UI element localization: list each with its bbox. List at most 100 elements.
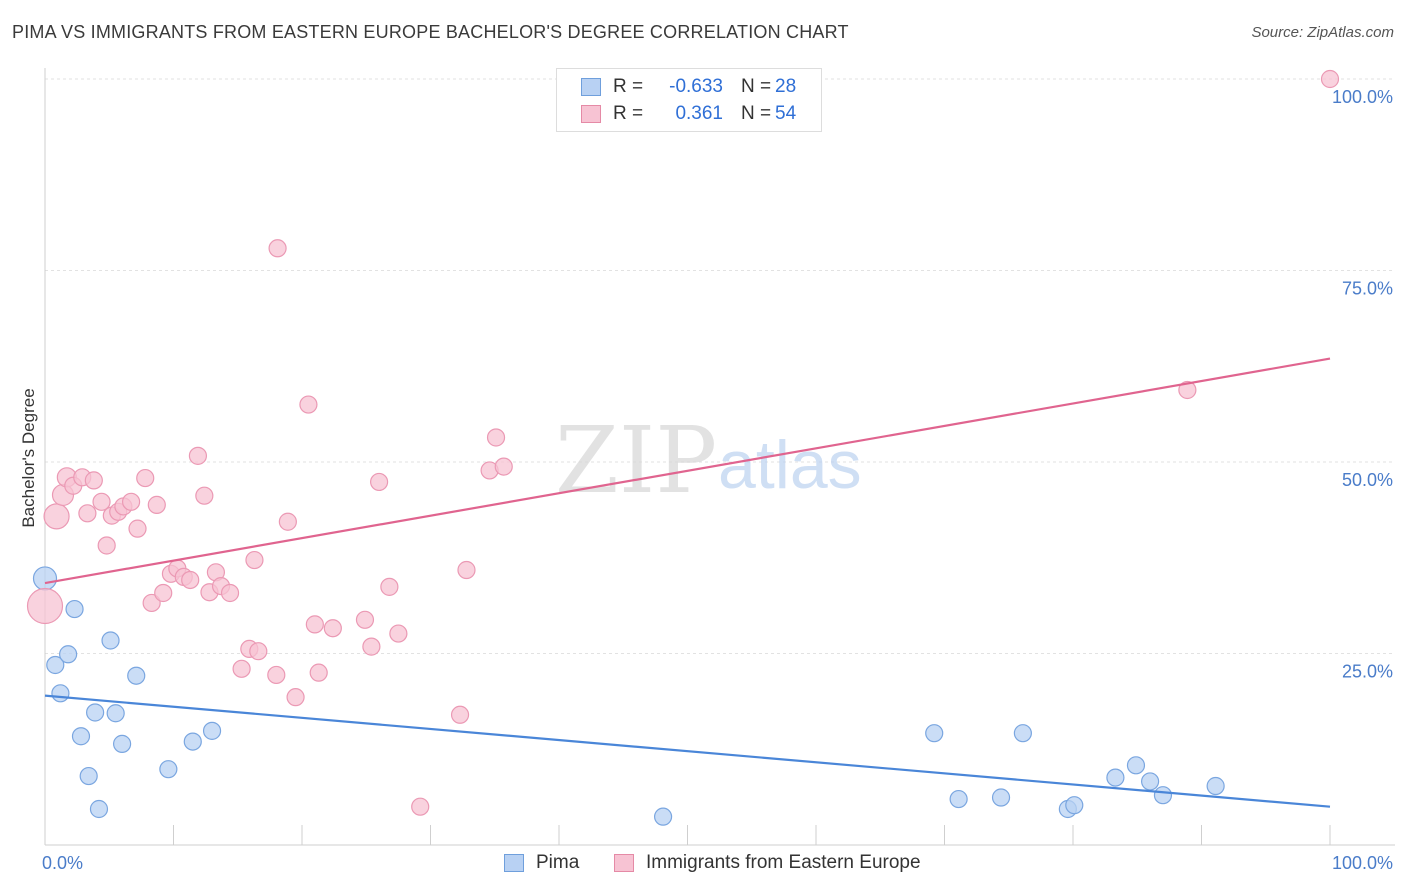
legend-row-pima: R = -0.633 N = 28 — [581, 74, 796, 100]
eastern-europe-point — [268, 239, 287, 258]
data-points — [26, 69, 1340, 826]
eastern-europe-point — [249, 642, 268, 661]
x-tick-label: 100.0% — [1332, 853, 1393, 873]
eastern-europe-point — [389, 624, 408, 643]
watermark-zip: ZIP — [555, 407, 717, 514]
eastern-europe-point — [450, 705, 470, 724]
pima-point — [653, 807, 673, 826]
y-tick-label: 50.0% — [1342, 470, 1393, 490]
eastern-europe-point — [494, 457, 513, 476]
eastern-europe-point — [362, 637, 381, 656]
y-tick-label: 25.0% — [1342, 662, 1393, 682]
legend-swatch-eastern-europe — [581, 105, 601, 123]
eastern-europe-point — [278, 512, 297, 531]
pima-point — [71, 727, 91, 746]
eastern-europe-point — [97, 536, 116, 555]
pima-point — [949, 789, 968, 809]
eastern-europe-point — [195, 486, 214, 505]
pima-point — [65, 599, 84, 619]
eastern-europe-point — [136, 468, 155, 488]
pima-point — [1140, 772, 1160, 791]
eastern-europe-point — [78, 504, 97, 523]
pima-point — [1206, 776, 1225, 796]
pima-point — [127, 666, 146, 685]
eastern-europe-point — [188, 446, 208, 465]
eastern-europe-point — [370, 472, 389, 492]
eastern-europe-point — [84, 471, 103, 490]
pima-point — [112, 734, 132, 753]
eastern-europe-point — [1178, 380, 1197, 400]
pima-point — [86, 703, 105, 722]
legend-n-value: 54 — [775, 103, 797, 124]
axes — [44, 68, 1395, 846]
x-tick-label: 0.0% — [42, 853, 83, 873]
eastern-europe-point — [355, 610, 375, 629]
eastern-europe-point — [142, 593, 161, 613]
pima-point — [202, 721, 222, 740]
eastern-europe-point — [128, 519, 147, 538]
pima-point — [79, 766, 98, 786]
pima-point — [59, 645, 78, 664]
watermark: ZIP atlas — [555, 407, 862, 514]
pima-point — [925, 724, 944, 743]
eastern-europe-point — [305, 615, 324, 634]
stats-legend: R = -0.633 N = 28 R = 0.361 N = 54 — [556, 68, 822, 132]
tick-labels: 25.0% 50.0% 75.0% 100.0% 0.0% 100.0% — [42, 87, 1393, 873]
series-label-eastern-europe: Immigrants from Eastern Europe — [646, 852, 921, 873]
eastern-europe-point — [43, 503, 70, 530]
series-swatch-eastern-europe — [614, 854, 634, 872]
pima-point — [46, 655, 65, 675]
pima-point — [32, 566, 58, 591]
pima-trend-line — [44, 694, 1331, 808]
pima-point — [89, 799, 109, 819]
legend-row-eastern-europe: R = 0.361 N = 54 — [581, 101, 796, 127]
series-label-pima: Pima — [536, 852, 580, 873]
y-tick-label: 75.0% — [1342, 279, 1393, 299]
eastern-europe-point — [286, 688, 305, 707]
pima-point — [1065, 796, 1084, 815]
eastern-europe-point — [309, 663, 328, 682]
pima-point — [159, 760, 178, 779]
pima-point — [106, 704, 125, 723]
eastern-europe-point — [147, 495, 166, 514]
eastern-europe-point — [457, 560, 476, 580]
y-tick-label: 100.0% — [1332, 87, 1393, 107]
pima-point — [183, 732, 202, 751]
pima-point — [991, 788, 1011, 807]
trend-lines — [44, 357, 1331, 808]
legend-r-label: R = — [613, 76, 644, 97]
eastern-europe-point — [323, 619, 342, 638]
gridlines — [45, 78, 1395, 654]
eastern-europe-point — [267, 665, 286, 685]
legend-n-value: 28 — [775, 76, 797, 97]
legend-n-label: N = — [741, 103, 772, 124]
legend-n-label: N = — [741, 76, 772, 97]
series-legend-eastern-europe[interactable]: Immigrants from Eastern Europe — [614, 852, 921, 874]
source-credit: Source: ZipAtlas.com — [1251, 24, 1394, 41]
legend-r-value: -0.633 — [669, 76, 723, 97]
y-axis-label: Bachelor's Degree — [19, 388, 38, 527]
pima-point — [101, 631, 120, 650]
eastern-europe-point — [411, 797, 430, 816]
pima-point — [1153, 786, 1173, 805]
eastern-europe-point — [299, 395, 318, 414]
eastern-europe-point — [26, 587, 64, 625]
pima-point — [1013, 724, 1032, 743]
eastern-europe-point — [380, 577, 399, 596]
series-legend-pima[interactable]: Pima — [504, 852, 579, 874]
eastern-europe-point — [220, 583, 240, 603]
series-legend: Pima Immigrants from Eastern Europe — [0, 852, 1406, 878]
pima-point — [51, 684, 70, 703]
eastern-europe-point — [181, 570, 200, 590]
pima-point — [1106, 768, 1125, 787]
eastern-europe-point — [486, 428, 506, 447]
eastern-europe-point — [1320, 69, 1340, 89]
eastern-europe-point — [92, 492, 111, 511]
legend-r-label: R = — [613, 103, 644, 124]
eastern-europe-point — [245, 550, 264, 570]
legend-r-value: 0.361 — [675, 103, 723, 124]
legend-swatch-pima — [581, 78, 601, 96]
eastern-europe-point — [232, 659, 251, 678]
watermark-atlas: atlas — [718, 427, 862, 503]
